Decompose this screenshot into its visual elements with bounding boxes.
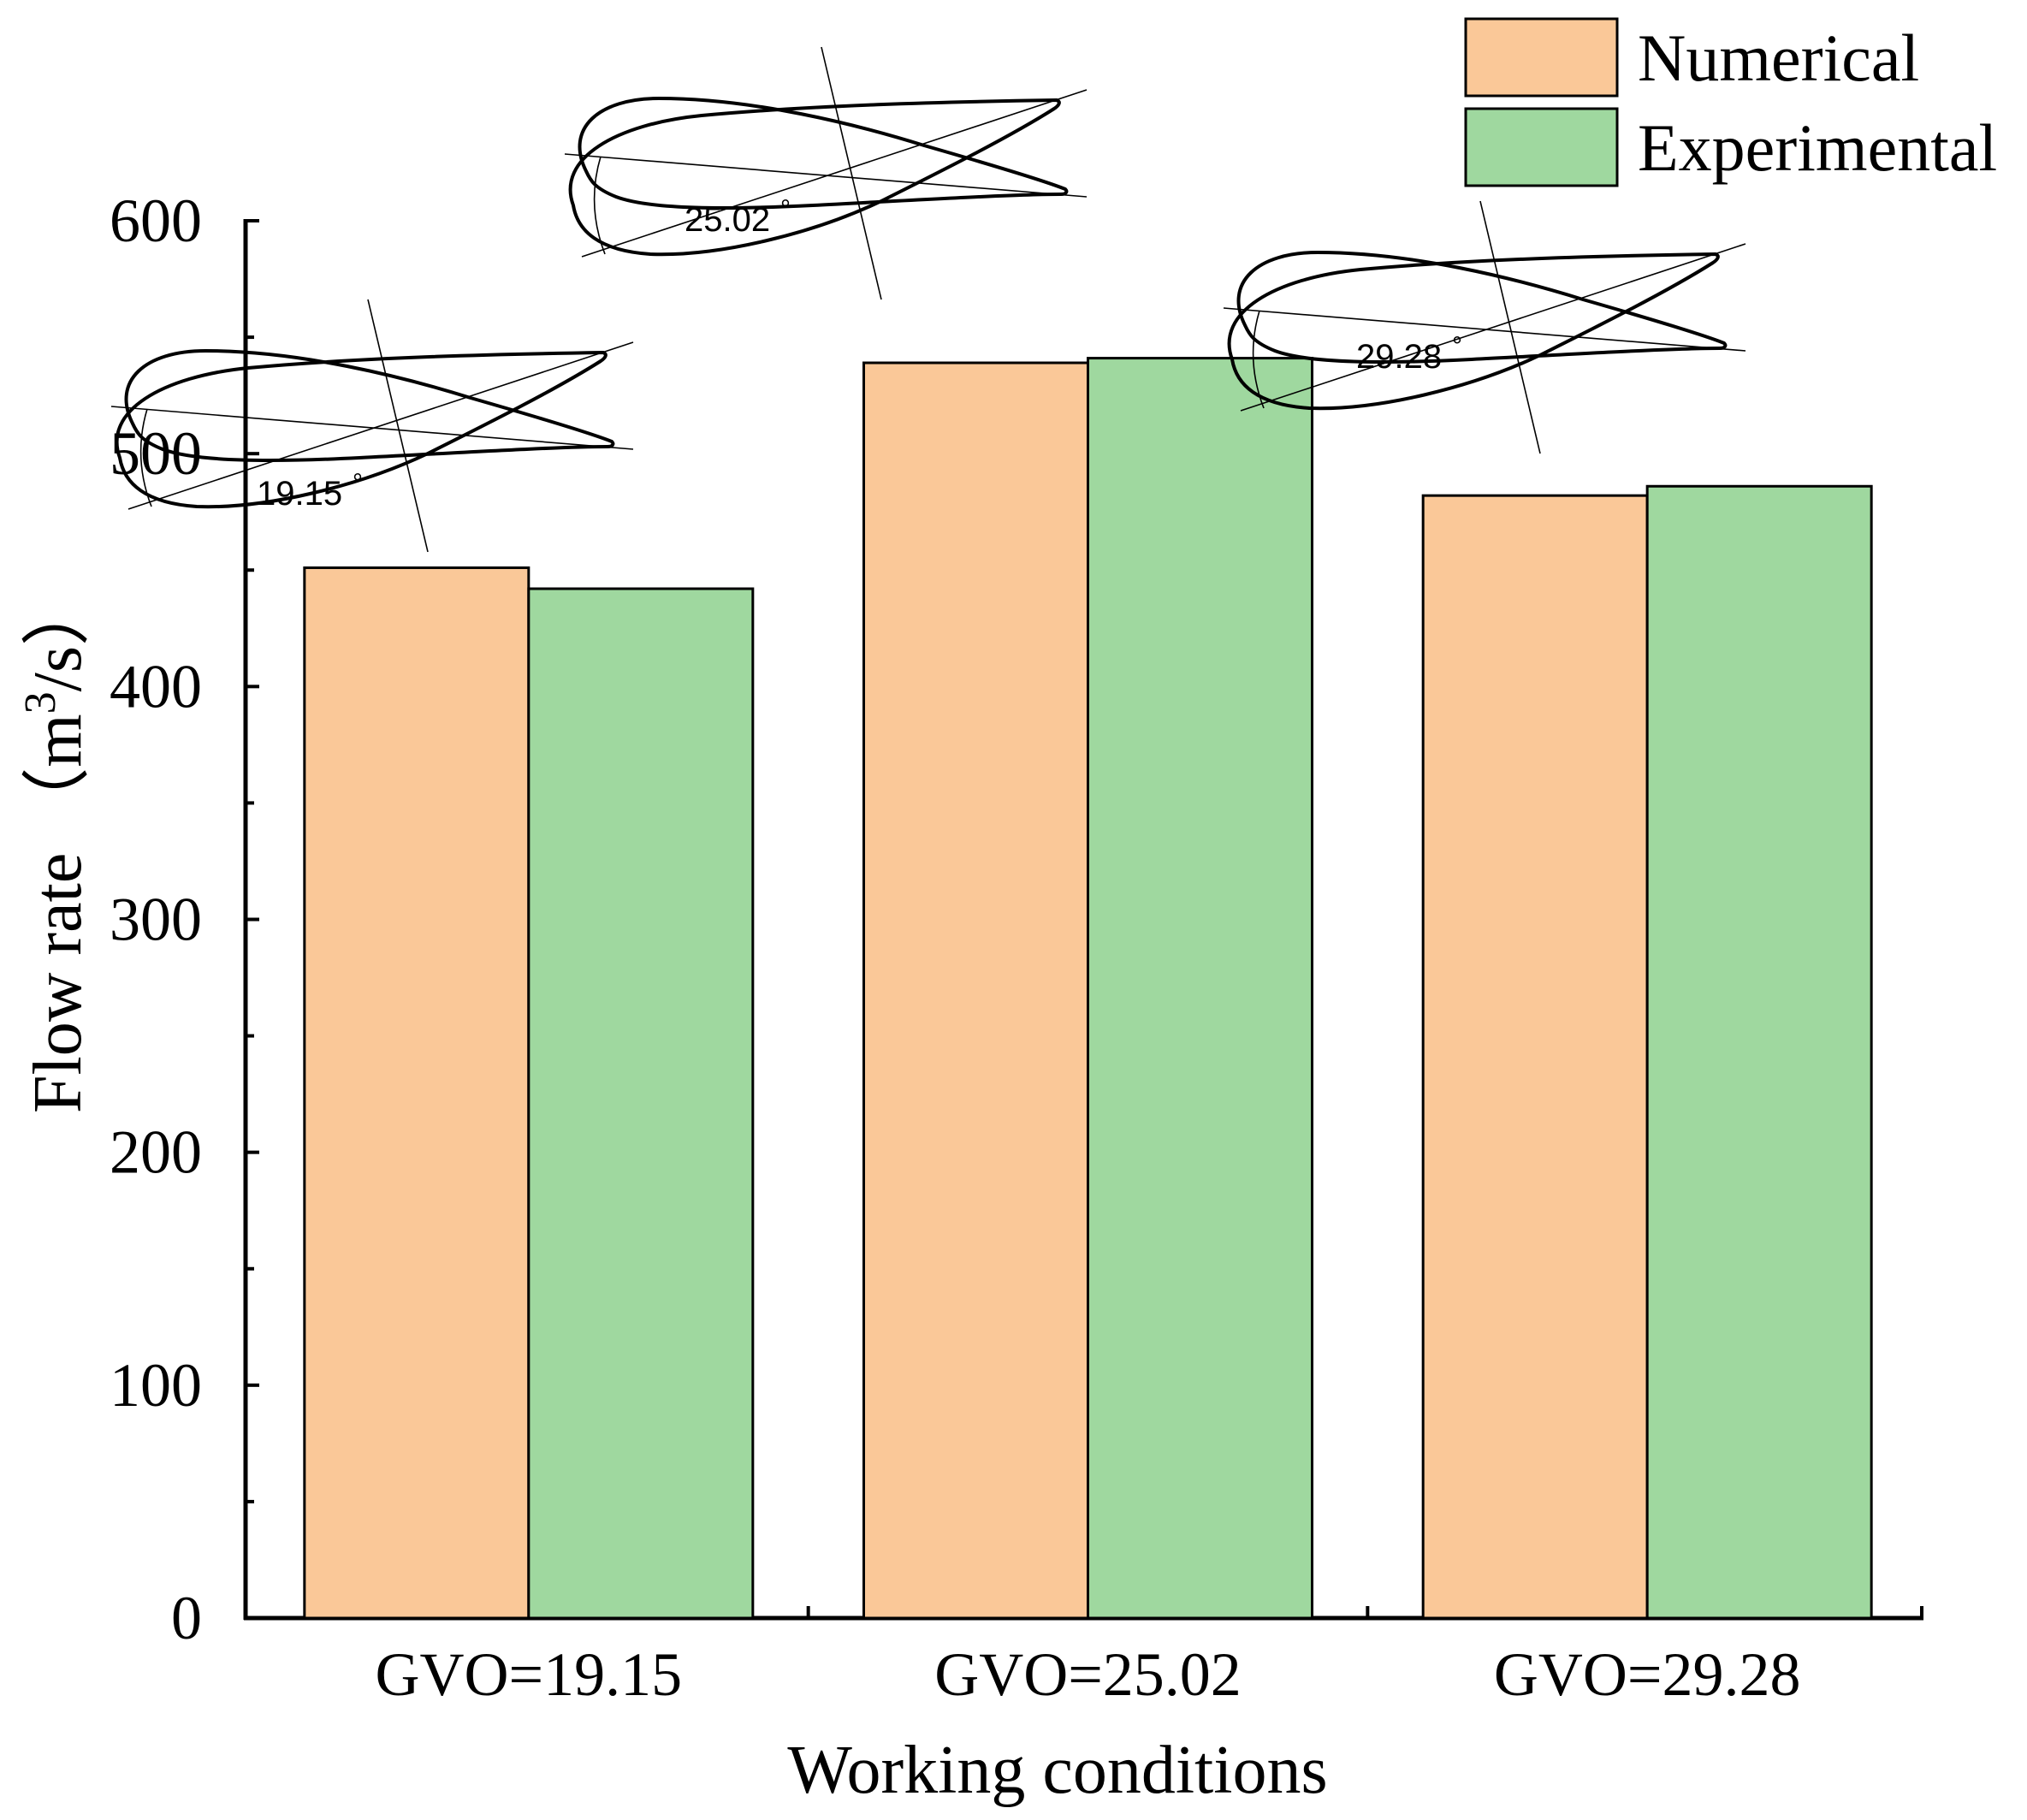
chord-line — [581, 89, 1088, 258]
angle-label-2: 25.02 — [685, 201, 770, 239]
vane-outline-b — [115, 350, 608, 509]
bar-experimental-1 — [527, 587, 755, 1620]
guide-vane-profile-3 — [1223, 200, 1746, 454]
tick-labels-group: 0 100 200 300 400 500 600 GVO=19.15 GVO=25.02 GVO… — [110, 187, 1800, 1709]
bar-experimental-2 — [1087, 357, 1313, 1620]
legend-label-numerical: Numerical — [1638, 21, 1919, 95]
angle-arc — [593, 156, 606, 255]
y-axis-title: Flow rate （m3/s） — [16, 578, 96, 1113]
x-tick-label: GVO=29.28 — [1494, 1640, 1801, 1709]
chord-line — [1240, 243, 1746, 412]
bar-numerical-3 — [1421, 494, 1649, 1620]
x-tick-label: GVO=25.02 — [934, 1640, 1242, 1709]
y-axis-title-sup: 3 — [16, 691, 65, 714]
y-tick-label: 0 — [171, 1584, 202, 1652]
guide-vane-profile-2 — [564, 46, 1088, 300]
axis-line — [367, 299, 429, 553]
axis-line — [1479, 200, 1541, 454]
legend-swatch-numerical — [1464, 17, 1619, 98]
guide-vane-profiles-group: 19.15 ° 25.02 ° 29.28 ° — [110, 46, 1746, 553]
legend-label-experimental: Experimental — [1638, 110, 1997, 185]
bar-experimental-3 — [1645, 484, 1873, 1620]
chord-line — [127, 341, 634, 510]
angle-label-3: 29.28 — [1356, 338, 1442, 376]
angle-degree-symbol: ° — [1452, 332, 1462, 360]
bar-numerical-2 — [862, 361, 1089, 1620]
y-tick-label: 200 — [110, 1118, 202, 1187]
x-axis-title: Working conditions — [787, 1733, 1327, 1808]
vane-outline-b — [568, 98, 1061, 257]
y-axis-title-tail: /s） — [21, 578, 96, 691]
angle-degree-symbol: ° — [780, 195, 791, 223]
y-tick-label: 300 — [110, 886, 202, 954]
guide-vane-profile-1 — [110, 299, 634, 553]
x-tick-label: GVO=19.15 — [376, 1640, 683, 1709]
axis-line — [821, 46, 882, 300]
vane-outline-b — [1227, 252, 1720, 411]
y-tick-label: 600 — [110, 187, 202, 255]
ticks-group — [246, 219, 1923, 1620]
vane-outline-a — [124, 348, 615, 462]
y-axis-title-main: Flow rate （m — [21, 714, 96, 1113]
angle-arc — [139, 408, 152, 507]
vane-outline-a — [1236, 250, 1728, 364]
angle-arc — [1252, 310, 1265, 409]
bars-group — [303, 357, 1873, 1620]
y-tick-label: 400 — [110, 652, 202, 720]
angle-degree-symbol: ° — [353, 469, 363, 497]
angle-label-1: 19.15 — [257, 475, 342, 513]
y-tick-label: 500 — [110, 419, 202, 488]
y-tick-label: 100 — [110, 1351, 202, 1420]
vane-outline-a — [578, 96, 1069, 210]
bar-numerical-1 — [303, 566, 530, 1620]
legend-swatch-experimental — [1464, 107, 1619, 187]
legend: Numerical Experimental — [1464, 17, 1997, 187]
